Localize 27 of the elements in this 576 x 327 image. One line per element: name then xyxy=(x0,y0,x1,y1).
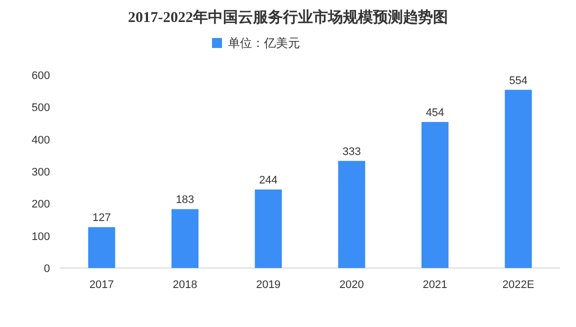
chart-title: 2017-2022年中国云服务行业市场规模预测趋势图 xyxy=(128,8,448,26)
y-tick-label: 100 xyxy=(32,230,50,243)
x-tick-label: 2018 xyxy=(172,279,198,291)
y-tick-label: 200 xyxy=(32,198,50,211)
data-label: 127 xyxy=(92,212,111,224)
bar xyxy=(254,190,282,268)
bar xyxy=(504,90,532,268)
bar xyxy=(422,122,448,268)
x-tick-label: 2022E xyxy=(502,279,534,291)
data-label: 333 xyxy=(342,146,361,158)
bar xyxy=(88,227,116,268)
bar xyxy=(338,160,366,268)
y-tick-label: 300 xyxy=(32,166,50,178)
x-tick-label: 2017 xyxy=(89,279,114,291)
data-label: 244 xyxy=(259,174,278,187)
y-tick-label: 400 xyxy=(32,134,50,146)
x-tick-label: 2021 xyxy=(422,279,448,291)
legend-label: 单位：亿美元 xyxy=(228,36,300,50)
y-tick-label: 600 xyxy=(32,70,50,82)
y-tick-label: 500 xyxy=(32,102,50,114)
bar xyxy=(172,209,198,268)
x-tick-label: 2020 xyxy=(339,279,364,291)
y-tick-label: 0 xyxy=(44,263,50,275)
data-label: 454 xyxy=(426,106,444,119)
data-label: 183 xyxy=(176,194,194,206)
x-tick-label: 2019 xyxy=(256,279,281,291)
data-label: 554 xyxy=(509,74,528,87)
